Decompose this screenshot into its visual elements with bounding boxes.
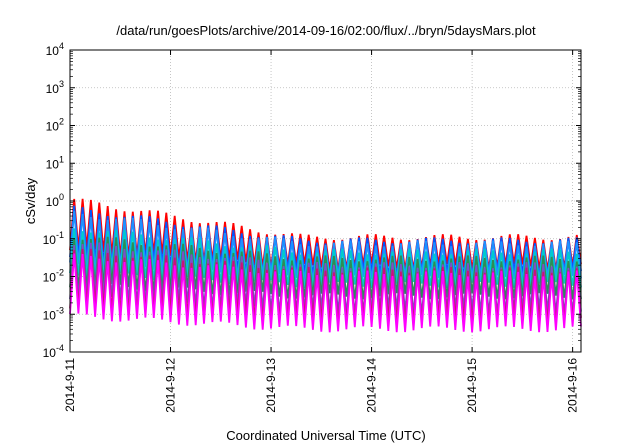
y-axis-label: cSv/day [23,177,38,224]
x-axis-label: Coordinated Universal Time (UTC) [226,428,425,443]
chart-title: /data/run/goesPlots/archive/2014-09-16/0… [116,23,536,38]
x-tick-label: 2014-9-13 [264,358,278,413]
y-tick-label: 101 [46,154,64,171]
x-tick-label: 2014-9-16 [566,358,580,413]
y-tick-label: 103 [46,79,64,96]
y-tick-label: 104 [46,41,64,58]
y-tick-label: 10-3 [43,305,64,322]
x-axis: 2014-9-11 2014-9-12 2014-9-13 2014-9-14 2014… [63,50,580,413]
y-tick-label: 102 [46,117,64,134]
x-tick-label: 2014-9-12 [164,358,178,413]
y-tick-label: 10-4 [43,343,64,360]
series-line [69,228,582,289]
y-tick-label: 100 [46,192,64,209]
y-tick-label: 10-1 [43,230,64,247]
x-tick-label: 2014-9-15 [465,358,479,413]
series-layer [69,198,582,333]
x-tick-label: 2014-9-11 [63,358,77,412]
y-tick-label: 10-2 [43,268,64,285]
series-line [69,253,582,333]
x-tick-label: 2014-9-14 [365,358,379,413]
series-line [69,210,582,282]
